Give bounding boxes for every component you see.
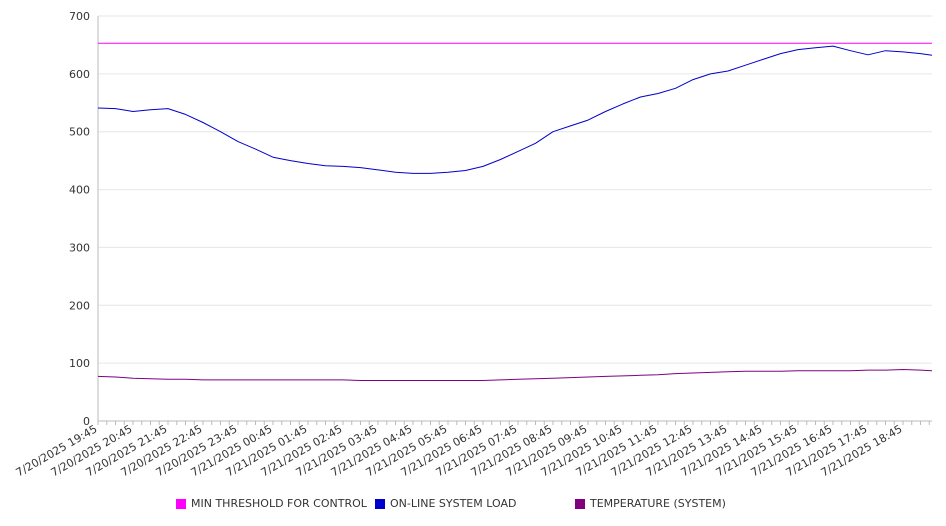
legend-item-threshold: MIN THRESHOLD FOR CONTROL bbox=[176, 497, 367, 510]
legend-item-load: ON-LINE SYSTEM LOAD bbox=[375, 497, 516, 510]
series-lines bbox=[97, 42, 933, 381]
y-tick-label: 600 bbox=[69, 68, 90, 81]
y-tick-label: 700 bbox=[69, 10, 90, 23]
gridlines bbox=[98, 15, 932, 422]
legend-swatch-load bbox=[375, 498, 385, 509]
series-line-1 bbox=[97, 45, 933, 174]
y-tick-label: 0 bbox=[83, 415, 90, 428]
legend-label-temperature: TEMPERATURE (SYSTEM) bbox=[590, 497, 726, 510]
legend-label-load: ON-LINE SYSTEM LOAD bbox=[390, 497, 517, 510]
legend-swatch-threshold bbox=[176, 498, 186, 509]
legend-item-temperature: TEMPERATURE (SYSTEM) bbox=[575, 497, 726, 510]
y-tick-label: 200 bbox=[69, 299, 90, 312]
axes bbox=[97, 16, 932, 425]
legend-swatch-temperature bbox=[575, 498, 585, 509]
legend: MIN THRESHOLD FOR CONTROL ON-LINE SYSTEM… bbox=[0, 497, 946, 517]
y-tick-label: 500 bbox=[69, 126, 90, 139]
legend-label-threshold: MIN THRESHOLD FOR CONTROL bbox=[191, 497, 367, 510]
y-tick-label: 300 bbox=[69, 241, 90, 254]
series-line-2 bbox=[97, 369, 933, 381]
y-tick-labels: 0 100 200 300 400 500 600 700 bbox=[69, 10, 90, 428]
x-tick-labels: 7/20/2025 19:457/20/2025 20:457/20/2025 … bbox=[14, 422, 905, 479]
y-tick-label: 100 bbox=[69, 357, 90, 370]
y-tick-label: 400 bbox=[69, 184, 90, 197]
